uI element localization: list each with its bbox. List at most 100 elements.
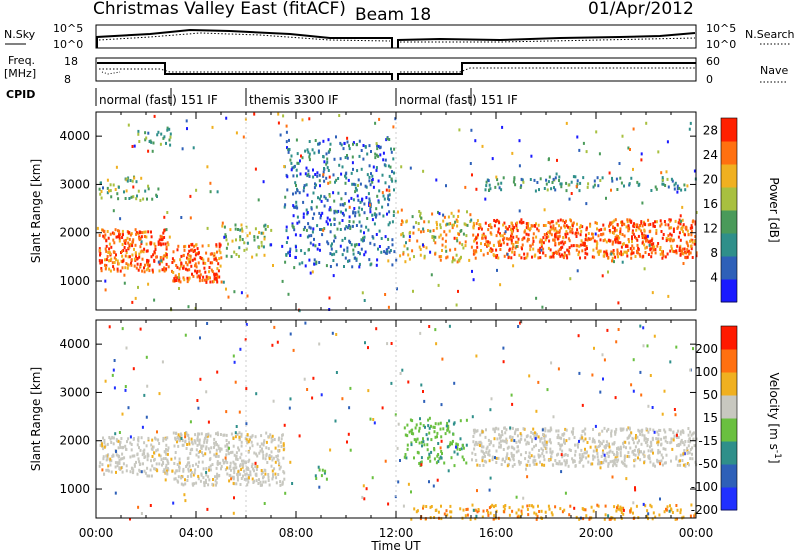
data-cell bbox=[312, 175, 315, 179]
data-cell bbox=[404, 260, 407, 264]
noise-cell bbox=[435, 178, 438, 182]
data-cell bbox=[214, 257, 217, 261]
data-cell bbox=[472, 221, 475, 225]
data-cell bbox=[506, 446, 509, 450]
data-cell bbox=[103, 236, 106, 240]
data-cell bbox=[539, 439, 542, 443]
data-cell bbox=[261, 447, 263, 451]
data-cell bbox=[488, 241, 491, 245]
data-cell bbox=[299, 159, 301, 163]
noise-cell bbox=[472, 508, 475, 512]
data-cell bbox=[647, 517, 649, 521]
data-cell bbox=[643, 222, 646, 226]
noise-cell bbox=[361, 291, 364, 295]
data-cell bbox=[607, 462, 610, 466]
data-cell bbox=[358, 206, 361, 210]
data-cell bbox=[198, 438, 201, 442]
colorbar-segment bbox=[721, 256, 737, 280]
data-cell bbox=[669, 441, 672, 445]
data-cell bbox=[517, 237, 520, 241]
data-cell bbox=[189, 260, 192, 264]
noise-cell bbox=[254, 167, 257, 171]
data-cell bbox=[104, 267, 107, 271]
noise-cell bbox=[291, 482, 294, 485]
data-cell bbox=[307, 173, 310, 176]
data-cell bbox=[630, 251, 633, 255]
data-cell bbox=[175, 431, 177, 435]
nave-trace bbox=[99, 67, 695, 73]
data-cell bbox=[288, 138, 290, 142]
data-cell bbox=[278, 436, 280, 440]
data-cell bbox=[508, 463, 510, 467]
data-cell bbox=[312, 243, 315, 247]
noise-cell bbox=[306, 193, 309, 197]
data-cell bbox=[494, 185, 497, 189]
data-cell bbox=[126, 440, 128, 444]
data-cell bbox=[292, 214, 295, 218]
data-cell bbox=[306, 211, 309, 215]
data-cell bbox=[270, 464, 273, 468]
data-cell bbox=[388, 250, 391, 254]
data-cell bbox=[645, 245, 648, 249]
data-cell bbox=[105, 264, 108, 268]
data-cell bbox=[615, 509, 618, 513]
data-cell bbox=[126, 236, 129, 240]
data-cell bbox=[178, 439, 181, 443]
data-cell bbox=[352, 211, 355, 215]
data-cell bbox=[549, 450, 552, 454]
data-cell bbox=[676, 508, 679, 512]
data-cell bbox=[363, 231, 365, 235]
data-cell bbox=[178, 272, 180, 276]
data-cell bbox=[528, 451, 531, 455]
data-cell bbox=[391, 220, 394, 224]
data-cell bbox=[243, 241, 246, 245]
data-cell bbox=[464, 244, 467, 248]
data-cell bbox=[251, 444, 254, 448]
data-cell bbox=[267, 479, 270, 482]
noise-cell bbox=[335, 135, 337, 139]
data-cell bbox=[604, 504, 607, 508]
noise-cell bbox=[150, 241, 152, 245]
data-cell bbox=[641, 224, 644, 228]
data-cell bbox=[647, 430, 650, 434]
data-cell bbox=[226, 461, 229, 465]
data-cell bbox=[320, 199, 323, 203]
data-cell bbox=[410, 441, 413, 445]
data-cell bbox=[218, 474, 221, 477]
data-cell bbox=[462, 232, 465, 236]
data-cell bbox=[195, 453, 198, 457]
data-cell bbox=[265, 431, 268, 435]
data-cell bbox=[627, 436, 630, 440]
data-cell bbox=[567, 464, 570, 468]
data-cell bbox=[310, 207, 313, 211]
data-cell bbox=[650, 444, 653, 447]
noise-cell bbox=[639, 324, 642, 328]
data-cell bbox=[225, 235, 227, 239]
data-cell bbox=[153, 467, 156, 471]
data-cell bbox=[386, 137, 389, 141]
data-cell bbox=[571, 227, 574, 231]
data-cell bbox=[403, 244, 406, 248]
data-cell bbox=[376, 144, 379, 148]
data-cell bbox=[510, 234, 512, 238]
noise-cell bbox=[395, 258, 398, 262]
noise-cell bbox=[354, 190, 357, 194]
noise-cell bbox=[568, 197, 571, 201]
data-cell bbox=[489, 441, 492, 445]
data-cell bbox=[554, 242, 557, 245]
data-cell bbox=[526, 239, 529, 243]
data-cell bbox=[481, 450, 484, 454]
data-cell bbox=[574, 453, 577, 457]
data-cell bbox=[634, 255, 637, 258]
data-cell bbox=[273, 467, 276, 471]
data-cell bbox=[113, 250, 116, 254]
noise-cell bbox=[129, 435, 132, 439]
data-cell bbox=[154, 467, 157, 471]
data-cell bbox=[533, 455, 536, 459]
data-cell bbox=[244, 437, 247, 441]
data-cell bbox=[544, 238, 547, 242]
data-cell bbox=[324, 469, 327, 473]
data-cell bbox=[484, 234, 486, 238]
noise-cell bbox=[318, 342, 321, 346]
noise-cell bbox=[233, 290, 236, 294]
